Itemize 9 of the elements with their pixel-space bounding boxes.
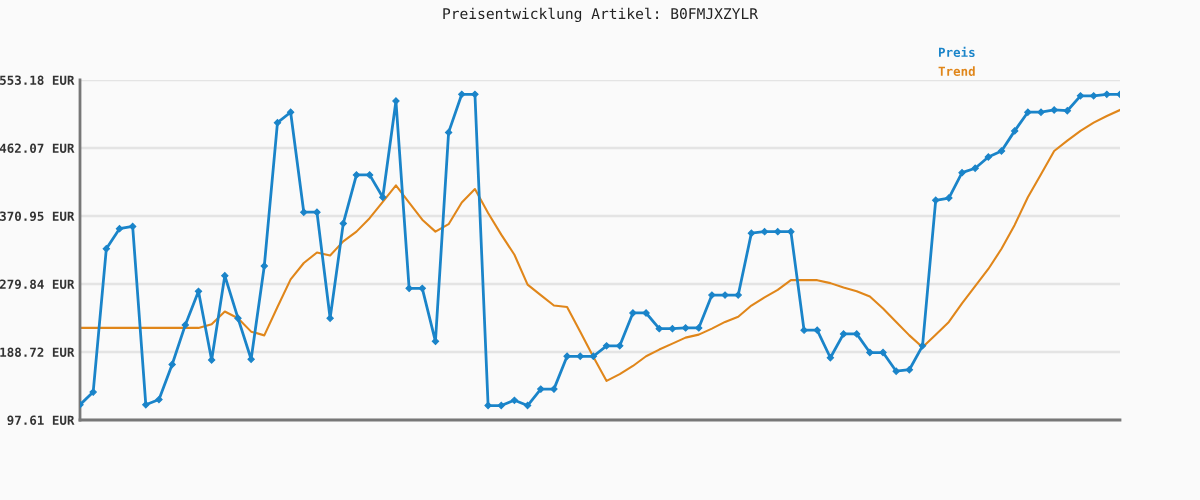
y-tick-label: 279.84 EUR [0,279,75,289]
y-tick-label: 188.72 EUR [0,347,75,357]
y-tick-label: 553.18 EUR [0,75,75,85]
y-tick-label: 370.95 EUR [0,211,75,221]
y-tick-label: 462.07 EUR [0,143,75,153]
y-tick-label: 97.61 EUR [7,415,75,425]
chart-title: Preisentwicklung Artikel: B0FMJXZYLR [443,7,759,23]
text: Preis [939,46,975,58]
text: Trend [938,66,975,76]
